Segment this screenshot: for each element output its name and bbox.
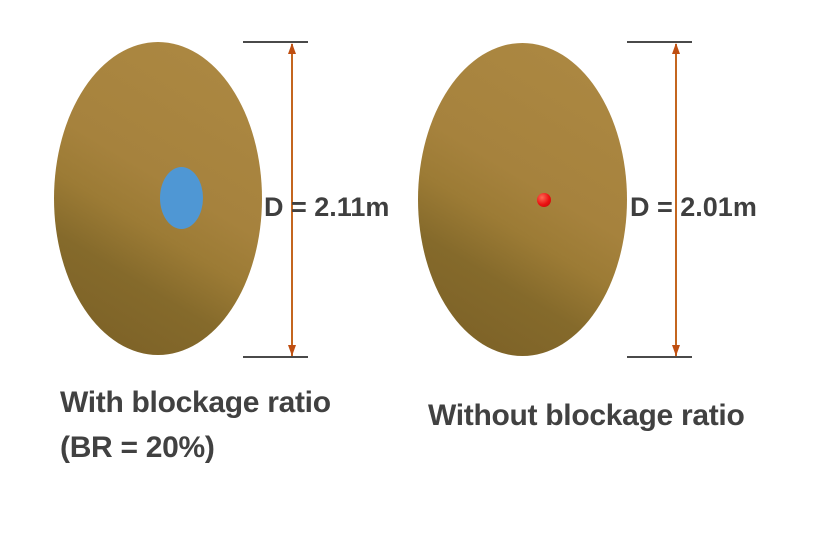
diameter-label-right: D = 2.01m [630, 192, 757, 222]
arrowhead-down-icon [288, 345, 296, 356]
arrowhead-up-icon [672, 43, 680, 54]
blockage-ellipse [160, 167, 203, 229]
dimension-tick-top-right [627, 41, 692, 43]
dimension-tick-top-left [243, 41, 308, 43]
diameter-label-left: D = 2.11m [264, 192, 390, 222]
arrowhead-down-icon [672, 345, 680, 356]
caption-without-blockage: Without blockage ratio [428, 393, 745, 438]
feed-point-dot [537, 193, 551, 207]
caption-line-1: With blockage ratio [60, 386, 331, 419]
caption-line-1: Without blockage ratio [428, 399, 745, 432]
caption-with-blockage: With blockage ratio (BR = 20%) [60, 380, 331, 470]
dimension-tick-bottom-left [243, 356, 308, 358]
dimension-line-left [291, 44, 293, 356]
caption-line-2: (BR = 20%) [60, 431, 215, 464]
dimension-tick-bottom-right [627, 356, 692, 358]
dimension-line-right [675, 44, 677, 356]
reflector-dish-with-blockage [54, 42, 262, 355]
reflector-dish-without-blockage [418, 43, 627, 356]
arrowhead-up-icon [288, 43, 296, 54]
